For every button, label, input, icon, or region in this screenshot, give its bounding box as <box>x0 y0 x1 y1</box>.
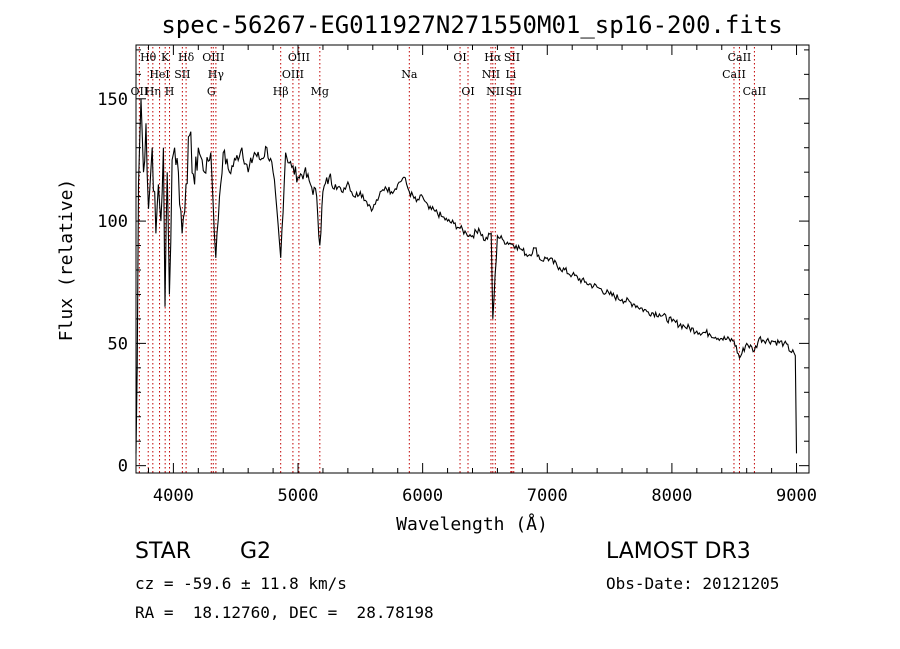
marker-label: Hγ <box>208 68 225 81</box>
chart-title: spec-56267-EG011927N271550M01_sp16-200.f… <box>161 11 782 39</box>
x-axis-ticks: 4000 5000 6000 7000 8000 9000 <box>147 45 817 506</box>
spectrum-line <box>135 98 798 454</box>
ra-dec-coordinates: RA = 18.12760, DEC = 28.78198 <box>135 603 434 622</box>
marker-label: HeI <box>149 68 169 81</box>
marker-label: Mg <box>311 85 329 98</box>
marker-label: SII <box>506 85 522 98</box>
emission-line-markers: OII Hθ Hη HeI K H SII Hδ G OIII Hγ Hβ OIII OIII Mg Na OI… <box>131 47 767 473</box>
marker-label: NII <box>486 85 504 98</box>
marker-label: OIII <box>288 51 310 64</box>
marker-label: OIII <box>282 68 304 81</box>
marker-label: K <box>161 51 170 64</box>
marker-label: Hβ <box>273 85 289 98</box>
y-tick-label: 50 <box>108 334 128 354</box>
x-tick-label: 8000 <box>651 486 692 506</box>
marker-label: CaII <box>728 51 752 64</box>
object-subclass: G2 <box>240 539 272 564</box>
y-axis-ticks: 0 50 100 150 <box>97 49 809 477</box>
marker-label: Hα <box>484 51 502 64</box>
object-class: STAR <box>135 539 192 564</box>
plot-frame <box>135 44 810 474</box>
observation-date: Obs-Date: 20121205 <box>606 574 780 593</box>
marker-label: Hθ <box>140 51 157 64</box>
y-axis-label: Flux (relative) <box>56 179 77 342</box>
marker-label: OI <box>461 85 474 98</box>
marker-label: OI <box>453 51 466 64</box>
marker-label: H <box>165 85 175 98</box>
marker-label: Li <box>505 68 516 81</box>
marker-label: CaII <box>722 68 746 81</box>
redshift-velocity: cz = -59.6 ± 11.8 km/s <box>135 574 347 593</box>
x-axis-label: Wavelength (Å) <box>396 513 548 535</box>
x-tick-label: 6000 <box>402 486 443 506</box>
marker-label: OII <box>131 85 149 98</box>
y-tick-label: 100 <box>97 212 128 232</box>
x-tick-label: 7000 <box>527 486 568 506</box>
marker-label: G <box>207 85 216 98</box>
marker-label: Na <box>401 68 418 81</box>
marker-label: SII <box>504 51 520 64</box>
x-tick-label: 4000 <box>153 486 194 506</box>
marker-label: Hδ <box>178 51 195 64</box>
marker-label: NII <box>482 68 500 81</box>
marker-label: OIII <box>202 51 224 64</box>
y-tick-label: 150 <box>97 90 128 110</box>
marker-label: SII <box>174 68 190 81</box>
marker-label: CaII <box>743 85 767 98</box>
x-tick-label: 9000 <box>776 486 817 506</box>
x-tick-label: 5000 <box>278 486 319 506</box>
survey-release: LAMOST DR3 <box>606 539 751 564</box>
marker-label: Hη <box>145 85 161 98</box>
y-tick-label: 0 <box>118 457 128 477</box>
